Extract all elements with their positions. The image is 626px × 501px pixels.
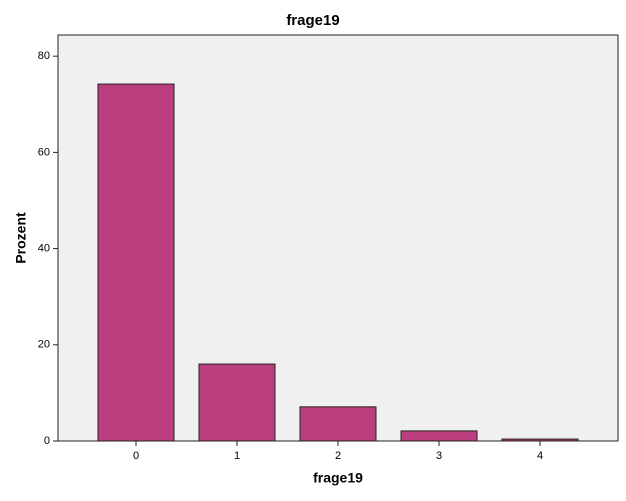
y-tick-label: 60 <box>38 146 50 158</box>
y-tick-label: 20 <box>38 339 50 351</box>
x-tick-label: 1 <box>234 450 240 462</box>
y-tick-label: 40 <box>38 242 50 254</box>
x-tick-label: 4 <box>537 450 543 462</box>
bar <box>501 438 579 442</box>
x-axis-title: frage19 <box>313 470 363 486</box>
x-tick-label: 2 <box>335 450 341 462</box>
y-tick-label: 0 <box>44 435 50 447</box>
y-axis-title: Prozent <box>13 212 29 264</box>
bar <box>97 83 175 442</box>
bar <box>400 430 478 442</box>
bar <box>299 406 377 442</box>
y-tick-label: 80 <box>38 50 50 62</box>
x-tick-label: 3 <box>436 450 442 462</box>
bar <box>198 363 276 442</box>
chart-title: frage19 <box>286 12 339 29</box>
x-tick-label: 0 <box>133 450 139 462</box>
